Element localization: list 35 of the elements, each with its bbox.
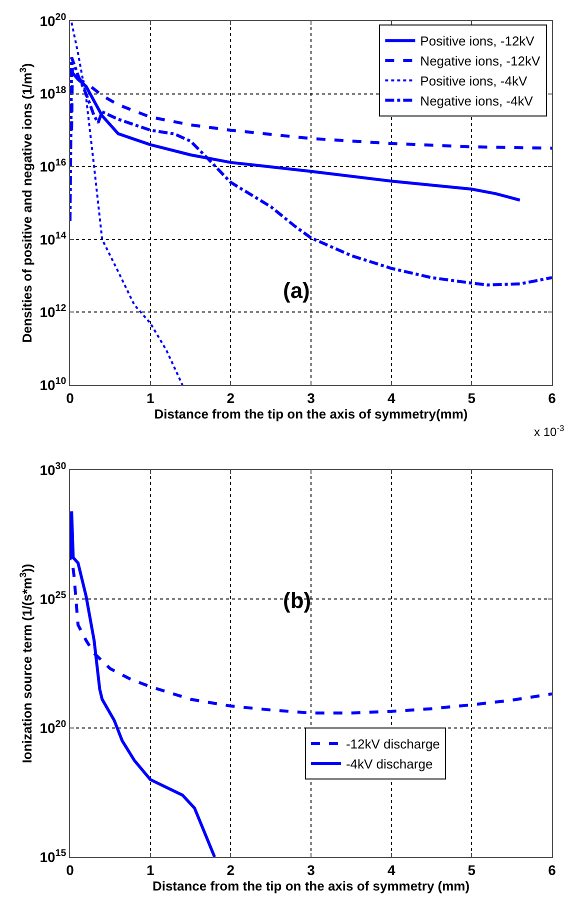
y-tick-label: 10$^{25}$ xyxy=(40,590,67,607)
x-tick-label: 4 xyxy=(387,862,396,878)
legend-label: Positive ions, -12kV xyxy=(420,34,535,49)
legend-label: Negative ions, -12kV xyxy=(420,54,540,69)
annotation: (b) xyxy=(283,588,312,613)
x-tick-label: 2 xyxy=(226,390,235,406)
y-tick-label: 10$^{14}$ xyxy=(40,230,67,248)
legend-label: -12kV discharge xyxy=(346,736,440,752)
annotation: (a) xyxy=(283,278,310,303)
y-tick-label: 10$^{18}$ xyxy=(40,84,67,102)
x-tick-label: 0 xyxy=(66,390,74,406)
x-axis-title: Distance from the tip on the axis of symmetry(mm) xyxy=(154,406,468,422)
x-tick-label: 3 xyxy=(307,862,316,878)
x-tick-label: 6 xyxy=(548,390,556,406)
y-tick-label: 10$^{20}$ xyxy=(40,12,67,29)
x-tick-label: 5 xyxy=(468,862,476,878)
x-tick-label: 3 xyxy=(307,390,316,406)
legend-label: Negative ions, -4kV xyxy=(420,93,534,108)
y-tick-label: 10$^{12}$ xyxy=(40,303,67,320)
x-tick-label: 1 xyxy=(146,390,154,406)
legend-label: Positive ions, -4kV xyxy=(420,73,528,88)
y-tick-label: 10$^{20}$ xyxy=(40,719,67,736)
x-tick-label: 6 xyxy=(548,862,556,878)
x-tick-label: 0 xyxy=(66,862,74,878)
x-axis-title: Distance from the tip on the axis of symmetry (mm) xyxy=(152,878,470,894)
x-tick-label: 1 xyxy=(146,862,154,878)
y-tick-label: 10$^{16}$ xyxy=(40,158,67,174)
y-tick-label: 10$^{10}$ xyxy=(40,376,67,393)
y-tick-label: 10$^{15}$ xyxy=(40,848,67,865)
x-tick-label: 2 xyxy=(226,862,235,878)
text: x 10$^{-3}$ xyxy=(534,423,564,440)
legend-label: -4kV discharge xyxy=(346,756,433,772)
x-tick-label: 5 xyxy=(468,390,476,406)
y-tick-label: 10$^{30}$ xyxy=(40,461,67,478)
x-tick-label: 4 xyxy=(387,390,396,406)
